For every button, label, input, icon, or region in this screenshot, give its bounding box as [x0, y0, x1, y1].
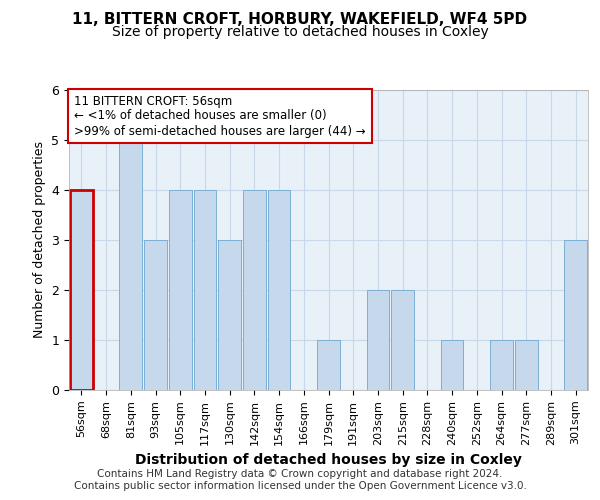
Y-axis label: Number of detached properties: Number of detached properties — [33, 142, 46, 338]
Text: Size of property relative to detached houses in Coxley: Size of property relative to detached ho… — [112, 25, 488, 39]
Bar — [367, 290, 389, 390]
Bar — [515, 340, 538, 390]
Bar — [243, 190, 266, 390]
Bar — [119, 140, 142, 390]
Text: 11, BITTERN CROFT, HORBURY, WAKEFIELD, WF4 5PD: 11, BITTERN CROFT, HORBURY, WAKEFIELD, W… — [73, 12, 527, 28]
Bar — [317, 340, 340, 390]
Bar — [144, 240, 167, 390]
Bar — [70, 190, 93, 390]
Text: Contains HM Land Registry data © Crown copyright and database right 2024.
Contai: Contains HM Land Registry data © Crown c… — [74, 470, 526, 491]
Bar — [564, 240, 587, 390]
Bar — [218, 240, 241, 390]
Bar — [194, 190, 216, 390]
Bar — [490, 340, 513, 390]
Bar — [268, 190, 290, 390]
Bar — [169, 190, 191, 390]
Bar — [441, 340, 463, 390]
X-axis label: Distribution of detached houses by size in Coxley: Distribution of detached houses by size … — [135, 453, 522, 467]
Text: 11 BITTERN CROFT: 56sqm
← <1% of detached houses are smaller (0)
>99% of semi-de: 11 BITTERN CROFT: 56sqm ← <1% of detache… — [74, 94, 366, 138]
Bar — [391, 290, 414, 390]
